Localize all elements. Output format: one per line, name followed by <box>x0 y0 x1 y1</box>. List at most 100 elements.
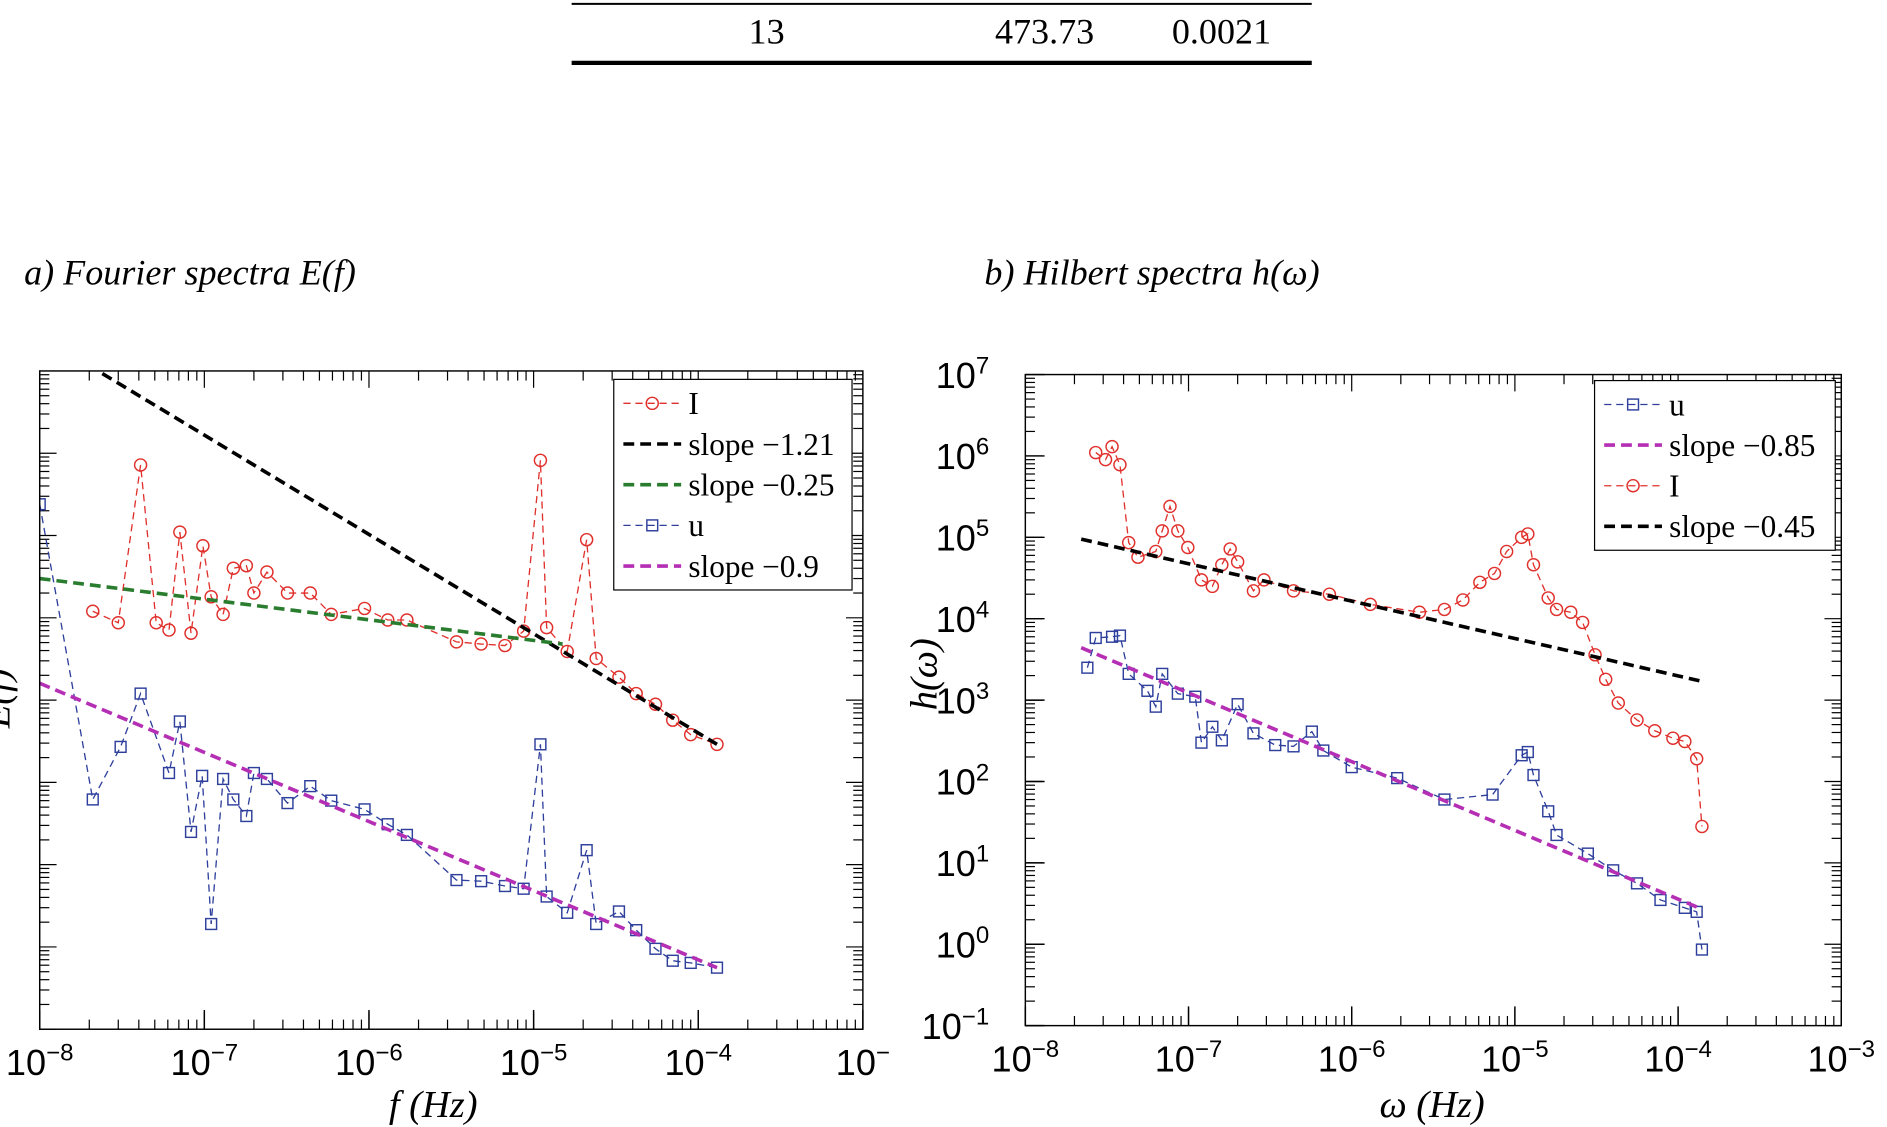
point <box>162 766 176 780</box>
point <box>1195 736 1208 749</box>
point <box>205 917 218 931</box>
x-tick-label: 10−7 <box>171 1040 239 1083</box>
point <box>196 539 210 553</box>
point <box>260 565 274 579</box>
point <box>1247 727 1260 740</box>
point <box>303 586 318 600</box>
y-tick-label: 100 <box>936 922 990 965</box>
point <box>1695 819 1709 834</box>
point <box>260 772 274 786</box>
point <box>196 769 209 782</box>
point <box>1666 731 1680 745</box>
point <box>1581 847 1595 860</box>
y-tick-label: 103 <box>936 678 990 721</box>
point <box>1549 602 1564 617</box>
point <box>149 616 163 630</box>
point <box>533 453 548 468</box>
plot-area <box>1080 439 1709 956</box>
point <box>1678 734 1692 749</box>
point <box>1287 740 1300 753</box>
point <box>1257 573 1271 587</box>
point <box>1230 555 1245 569</box>
point <box>357 601 372 616</box>
x-tick-label: 10−8 <box>992 1036 1060 1079</box>
point <box>589 651 603 666</box>
y-tick-label: 107 <box>936 352 990 395</box>
series-line <box>1086 634 1703 950</box>
table-cell: 13 <box>749 12 785 52</box>
point <box>1171 524 1185 538</box>
point <box>184 825 198 839</box>
point <box>579 532 594 547</box>
y-tick-label: 105 <box>936 515 990 558</box>
point <box>450 873 463 887</box>
point <box>1678 901 1691 914</box>
point <box>1121 535 1136 550</box>
fit-line <box>1080 537 1703 684</box>
point <box>173 525 187 539</box>
legend-box <box>613 378 853 591</box>
point <box>1105 630 1119 643</box>
point <box>1163 499 1177 514</box>
point <box>184 626 198 640</box>
point <box>1437 602 1452 617</box>
point <box>474 875 488 888</box>
point <box>247 766 261 780</box>
point <box>1156 667 1169 681</box>
plot-frame <box>38 370 864 1030</box>
legend-label: u <box>688 508 704 543</box>
legend-label: u <box>1669 387 1685 422</box>
point <box>1521 527 1535 541</box>
point <box>281 796 294 810</box>
point <box>1205 579 1220 594</box>
point <box>1550 828 1563 842</box>
point <box>1607 864 1620 877</box>
y-tick-label: 104 <box>936 597 990 640</box>
fit-line <box>1080 646 1703 911</box>
point <box>1575 615 1590 630</box>
point <box>1181 540 1195 555</box>
point <box>1155 524 1169 538</box>
series-line <box>1095 445 1703 827</box>
point <box>1269 738 1282 752</box>
point <box>683 727 698 742</box>
point <box>1322 587 1337 601</box>
point <box>649 942 662 955</box>
table-cell: 473.73 <box>995 12 1094 52</box>
x-tick-label: 10−6 <box>1318 1036 1386 1079</box>
point <box>111 616 126 630</box>
legend-label: slope −0.45 <box>1669 509 1815 544</box>
point <box>539 620 554 635</box>
x-tick-label: 10−3 <box>1807 1036 1875 1079</box>
chart: a) Fourier spectra E(f) f (Hz) E(f) 10−8 10−… <box>0 252 890 1126</box>
legend-label: I <box>688 386 698 421</box>
x-tick-label: 10−4 <box>664 1040 732 1083</box>
point <box>1088 445 1103 460</box>
table-cell: 0.0021 <box>1172 12 1271 52</box>
point <box>239 558 254 573</box>
chart-title: a) Fourier spectra E(f) <box>24 252 356 292</box>
point <box>86 604 100 619</box>
fit-line <box>39 681 718 970</box>
point <box>1695 943 1709 956</box>
fit-line <box>101 371 718 746</box>
legend-label: slope −0.85 <box>1669 428 1815 463</box>
point <box>1215 734 1228 747</box>
point <box>1113 457 1127 472</box>
point <box>133 458 148 472</box>
point <box>1542 805 1555 818</box>
point <box>648 697 663 711</box>
point <box>1499 544 1514 559</box>
point <box>1654 893 1667 907</box>
point <box>400 613 414 627</box>
y-tick-label: 101 <box>936 841 990 884</box>
point <box>1473 575 1487 590</box>
point <box>1223 542 1237 556</box>
legend-box <box>1593 379 1836 551</box>
x-tick-label: 10−5 <box>1481 1036 1549 1079</box>
legend-marker <box>1626 478 1640 493</box>
plot-frame <box>1024 373 1842 1027</box>
point <box>1486 788 1499 801</box>
